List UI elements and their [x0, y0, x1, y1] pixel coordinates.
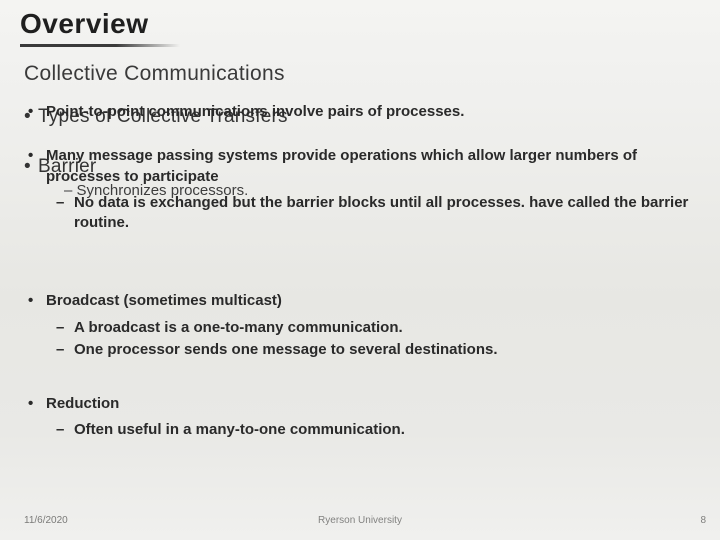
page-title: Overview — [20, 8, 149, 40]
bullet-broadcast: Broadcast (sometimes multicast) — [24, 291, 700, 311]
sub-text: No data is exchanged but the barrier blo… — [74, 194, 688, 231]
subtitle: Collective Communications — [24, 62, 285, 86]
bullet-text: Point-to-point communications involve pa… — [46, 103, 464, 120]
title-underline — [20, 44, 180, 47]
sub-reduction: Often useful in a many-to-one communicat… — [52, 420, 700, 440]
bullet-text: Broadcast (sometimes multicast) — [46, 292, 282, 309]
slide: Overview Collective Communications •Type… — [0, 0, 720, 540]
sub-broadcast-send: One processor sends one message to sever… — [52, 340, 700, 360]
bullet-point-to-point: Point-to-point communications involve pa… — [24, 102, 700, 122]
bullet-reduction: Reduction — [24, 394, 700, 414]
footer-center: Ryerson University — [0, 515, 720, 526]
bullet-text: Many message passing systems provide ope… — [46, 147, 637, 184]
sub-text: One processor sends one message to sever… — [74, 341, 498, 358]
sub-text: A broadcast is a one-to-many communicati… — [74, 319, 403, 336]
bullet-many-systems: Many message passing systems provide ope… — [24, 146, 700, 187]
sub-text: Often useful in a many-to-one communicat… — [74, 421, 405, 438]
bullet-text: Reduction — [46, 395, 119, 412]
sub-broadcast-one-to-many: A broadcast is a one-to-many communicati… — [52, 318, 700, 338]
sub-barrier-blocks: No data is exchanged but the barrier blo… — [52, 193, 700, 234]
footer-page-number: 8 — [700, 515, 706, 526]
body-content: Point-to-point communications involve pa… — [24, 102, 700, 441]
